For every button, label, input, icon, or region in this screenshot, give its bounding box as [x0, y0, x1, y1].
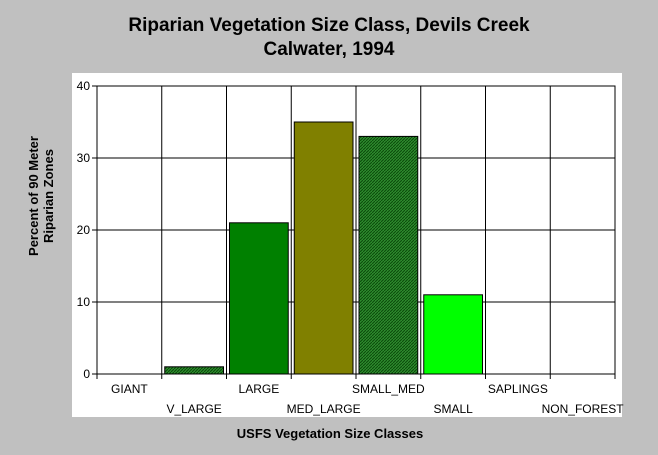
y-tick-label: 40 [77, 79, 91, 93]
x-axis-label: USFS Vegetation Size Classes [237, 426, 423, 441]
y-axis-label-line-2: Riparian Zones [41, 149, 56, 243]
bar-v-large [164, 366, 224, 375]
x-tick-label: SMALL_MED [352, 382, 425, 396]
x-tick-label: LARGE [239, 382, 280, 396]
chart-title-line-2: Calwater, 1994 [263, 39, 395, 60]
bar-large [229, 222, 289, 375]
x-tick-label: SAPLINGS [488, 382, 548, 396]
y-axis-label: Percent of 90 Meter Riparian Zones [26, 136, 56, 256]
x-tick-label: GIANT [111, 382, 148, 396]
y-tick-label: 0 [83, 367, 90, 381]
bar-small-med [358, 135, 419, 375]
y-axis-ticks: 0 10 20 30 40 [77, 79, 97, 381]
y-axis-label-line-1: Percent of 90 Meter [26, 136, 41, 256]
bar-small [423, 294, 483, 375]
x-axis-ticks: GIANT V_LARGE LARGE MED_LARGE SMALL_MED SMALL… [96, 374, 625, 416]
chart-title-line-1: Riparian Vegetation Size Class, Devils C… [128, 15, 530, 36]
x-tick-label: V_LARGE [166, 402, 221, 416]
x-tick-label: SMALL [433, 402, 473, 416]
x-tick-label: NON_FOREST [542, 402, 625, 416]
bars [164, 121, 483, 375]
y-tick-label: 10 [77, 295, 91, 309]
bar-med-large [293, 121, 354, 375]
y-tick-label: 30 [77, 151, 91, 165]
y-tick-label: 20 [77, 223, 91, 237]
x-tick-label: MED_LARGE [287, 402, 361, 416]
